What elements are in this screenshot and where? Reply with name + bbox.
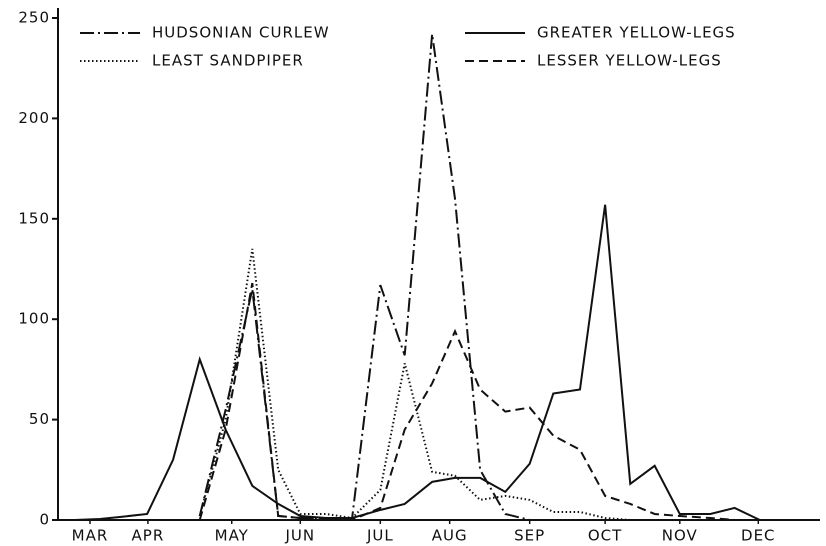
- x-tick-label: JUN: [285, 527, 316, 545]
- y-tick-label: 150: [18, 209, 50, 227]
- series-line: [74, 204, 761, 521]
- x-tick-label: NOV: [662, 527, 698, 545]
- x-tick-label: JUL: [366, 527, 394, 545]
- x-tick-label: MAY: [215, 527, 249, 545]
- legend-label: GREATER YELLOW-LEGS: [537, 24, 736, 42]
- x-tick-label: MAR: [72, 527, 109, 545]
- y-tick-label: 0: [39, 511, 50, 529]
- y-tick-label: 100: [18, 310, 50, 328]
- x-tick-label: SEP: [514, 527, 545, 545]
- x-tick-label: DEC: [741, 527, 776, 545]
- legend-label: HUDSONIAN CURLEW: [152, 24, 330, 42]
- legend-label: LESSER YELLOW-LEGS: [537, 52, 722, 70]
- y-tick-label: 250: [18, 9, 50, 27]
- x-tick-label: APR: [132, 527, 165, 545]
- series-line: [198, 282, 735, 522]
- legend-label: LEAST SANDPIPER: [152, 52, 304, 70]
- x-tick-label: OCT: [588, 527, 622, 545]
- x-tick-label: AUG: [432, 527, 468, 545]
- series-line: [198, 248, 631, 521]
- series-line: [198, 33, 530, 521]
- y-tick-label: 50: [29, 410, 50, 428]
- y-tick-label: 200: [18, 109, 50, 127]
